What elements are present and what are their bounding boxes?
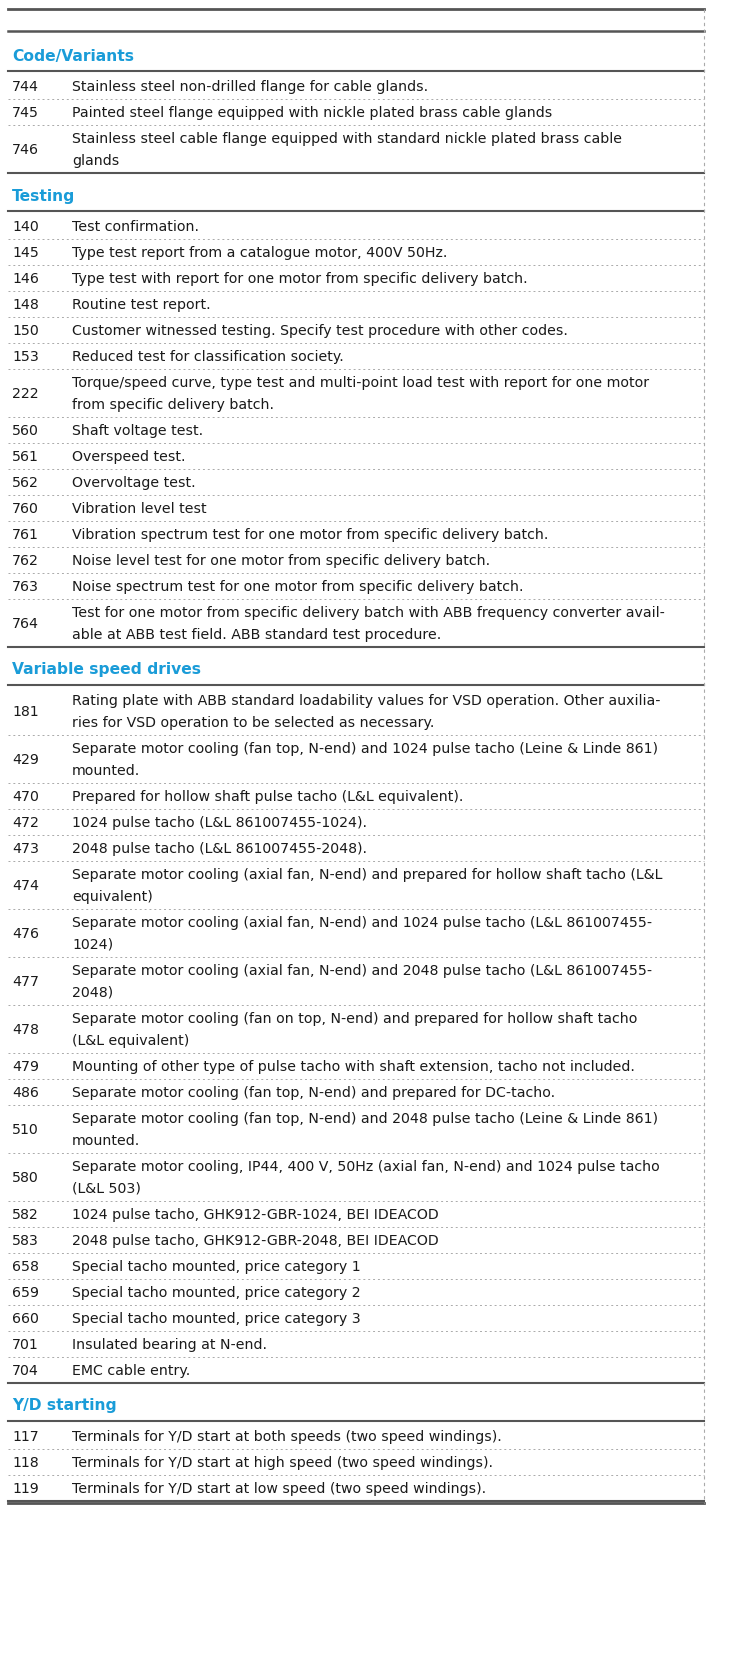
Text: (L&L 503): (L&L 503) [72, 1182, 141, 1195]
Text: 1024 pulse tacho, GHK912-GBR-1024, BEI IDEACOD: 1024 pulse tacho, GHK912-GBR-1024, BEI I… [72, 1206, 439, 1221]
Text: Overspeed test.: Overspeed test. [72, 450, 185, 463]
Text: 744: 744 [12, 79, 39, 94]
Text: 222: 222 [12, 387, 39, 401]
Text: 763: 763 [12, 579, 39, 594]
Text: 118: 118 [12, 1455, 39, 1470]
Text: Overvoltage test.: Overvoltage test. [72, 475, 196, 490]
Text: 583: 583 [12, 1233, 39, 1248]
Text: 473: 473 [12, 841, 39, 856]
Text: Customer witnessed testing. Specify test procedure with other codes.: Customer witnessed testing. Specify test… [72, 324, 568, 338]
Text: able at ABB test field. ABB standard test procedure.: able at ABB test field. ABB standard tes… [72, 627, 441, 642]
Text: Variable speed drives: Variable speed drives [12, 662, 201, 677]
Text: EMC cable entry.: EMC cable entry. [72, 1364, 190, 1377]
Text: 701: 701 [12, 1337, 39, 1350]
Text: 429: 429 [12, 753, 39, 766]
Text: 150: 150 [12, 324, 39, 338]
Text: 659: 659 [12, 1286, 39, 1299]
Text: 745: 745 [12, 106, 39, 119]
Text: Code/Variants: Code/Variants [12, 48, 134, 63]
Text: Insulated bearing at N-end.: Insulated bearing at N-end. [72, 1337, 267, 1350]
Text: Separate motor cooling (axial fan, N-end) and 2048 pulse tacho (L&L 861007455-: Separate motor cooling (axial fan, N-end… [72, 963, 652, 978]
Text: Separate motor cooling (axial fan, N-end) and prepared for hollow shaft tacho (L: Separate motor cooling (axial fan, N-end… [72, 867, 662, 882]
Text: 510: 510 [12, 1122, 39, 1137]
Text: 746: 746 [12, 142, 39, 157]
Text: Noise level test for one motor from specific delivery batch.: Noise level test for one motor from spec… [72, 554, 491, 568]
Text: Separate motor cooling (fan top, N-end) and prepared for DC-tacho.: Separate motor cooling (fan top, N-end) … [72, 1086, 555, 1099]
Text: 119: 119 [12, 1481, 39, 1494]
Text: 474: 474 [12, 879, 39, 892]
Text: Type test report from a catalogue motor, 400V 50Hz.: Type test report from a catalogue motor,… [72, 247, 447, 260]
Text: from specific delivery batch.: from specific delivery batch. [72, 397, 274, 412]
Text: 761: 761 [12, 528, 39, 541]
Text: ries for VSD operation to be selected as necessary.: ries for VSD operation to be selected as… [72, 715, 434, 730]
Text: glands: glands [72, 154, 119, 167]
Text: Torque/speed curve, type test and multi-point load test with report for one moto: Torque/speed curve, type test and multi-… [72, 376, 649, 391]
Text: 560: 560 [12, 424, 39, 437]
Text: mounted.: mounted. [72, 763, 140, 778]
Text: 2048 pulse tacho, GHK912-GBR-2048, BEI IDEACOD: 2048 pulse tacho, GHK912-GBR-2048, BEI I… [72, 1233, 439, 1248]
Text: Test for one motor from specific delivery batch with ABB frequency converter ava: Test for one motor from specific deliver… [72, 606, 664, 619]
Text: Painted steel flange equipped with nickle plated brass cable glands: Painted steel flange equipped with nickl… [72, 106, 552, 119]
Text: 153: 153 [12, 349, 39, 364]
Text: 760: 760 [12, 501, 39, 516]
Text: 582: 582 [12, 1206, 39, 1221]
Text: 470: 470 [12, 789, 39, 804]
Text: Mounting of other type of pulse tacho with shaft extension, tacho not included.: Mounting of other type of pulse tacho wi… [72, 1059, 634, 1074]
Text: Special tacho mounted, price category 1: Special tacho mounted, price category 1 [72, 1259, 361, 1273]
Text: Special tacho mounted, price category 2: Special tacho mounted, price category 2 [72, 1286, 361, 1299]
Text: 486: 486 [12, 1086, 39, 1099]
Text: 562: 562 [12, 475, 39, 490]
Text: 476: 476 [12, 927, 39, 940]
Text: 762: 762 [12, 554, 39, 568]
Text: Testing: Testing [12, 189, 75, 204]
Text: mounted.: mounted. [72, 1134, 140, 1147]
Text: Test confirmation.: Test confirmation. [72, 220, 199, 233]
Text: Separate motor cooling (fan top, N-end) and 2048 pulse tacho (Leine & Linde 861): Separate motor cooling (fan top, N-end) … [72, 1111, 658, 1125]
Text: Routine test report.: Routine test report. [72, 298, 211, 311]
Text: Special tacho mounted, price category 3: Special tacho mounted, price category 3 [72, 1311, 361, 1326]
Text: 2048): 2048) [72, 985, 113, 1000]
Text: Vibration level test: Vibration level test [72, 501, 207, 516]
Text: Separate motor cooling, IP44, 400 V, 50Hz (axial fan, N-end) and 1024 pulse tach: Separate motor cooling, IP44, 400 V, 50H… [72, 1158, 660, 1173]
Text: Rating plate with ABB standard loadability values for VSD operation. Other auxil: Rating plate with ABB standard loadabili… [72, 693, 661, 708]
Text: 704: 704 [12, 1364, 39, 1377]
Text: Reduced test for classification society.: Reduced test for classification society. [72, 349, 344, 364]
Text: 1024 pulse tacho (L&L 861007455-1024).: 1024 pulse tacho (L&L 861007455-1024). [72, 816, 367, 829]
Text: Prepared for hollow shaft pulse tacho (L&L equivalent).: Prepared for hollow shaft pulse tacho (L… [72, 789, 464, 804]
Text: Separate motor cooling (fan top, N-end) and 1024 pulse tacho (Leine & Linde 861): Separate motor cooling (fan top, N-end) … [72, 741, 658, 756]
Text: 117: 117 [12, 1430, 39, 1443]
Text: 478: 478 [12, 1023, 39, 1036]
Text: (L&L equivalent): (L&L equivalent) [72, 1033, 189, 1048]
Text: Y/D starting: Y/D starting [12, 1398, 117, 1413]
Text: 479: 479 [12, 1059, 39, 1074]
Text: 140: 140 [12, 220, 39, 233]
Text: 181: 181 [12, 705, 39, 718]
Text: 561: 561 [12, 450, 39, 463]
Text: Type test with report for one motor from specific delivery batch.: Type test with report for one motor from… [72, 271, 528, 286]
Text: Noise spectrum test for one motor from specific delivery batch.: Noise spectrum test for one motor from s… [72, 579, 524, 594]
Text: 660: 660 [12, 1311, 39, 1326]
Text: 2048 pulse tacho (L&L 861007455-2048).: 2048 pulse tacho (L&L 861007455-2048). [72, 841, 367, 856]
Text: Separate motor cooling (axial fan, N-end) and 1024 pulse tacho (L&L 861007455-: Separate motor cooling (axial fan, N-end… [72, 915, 652, 930]
Text: Stainless steel cable flange equipped with standard nickle plated brass cable: Stainless steel cable flange equipped wi… [72, 132, 622, 146]
Text: 148: 148 [12, 298, 39, 311]
Text: 472: 472 [12, 816, 39, 829]
Text: 580: 580 [12, 1170, 39, 1185]
Text: Vibration spectrum test for one motor from specific delivery batch.: Vibration spectrum test for one motor fr… [72, 528, 548, 541]
Text: 477: 477 [12, 975, 39, 988]
Text: equivalent): equivalent) [72, 889, 153, 904]
Text: 764: 764 [12, 617, 39, 631]
Text: Terminals for Y/D start at low speed (two speed windings).: Terminals for Y/D start at low speed (tw… [72, 1481, 486, 1494]
Text: Terminals for Y/D start at high speed (two speed windings).: Terminals for Y/D start at high speed (t… [72, 1455, 493, 1470]
Text: Stainless steel non-drilled flange for cable glands.: Stainless steel non-drilled flange for c… [72, 79, 428, 94]
Text: 1024): 1024) [72, 937, 113, 952]
Text: Separate motor cooling (fan on top, N-end) and prepared for hollow shaft tacho: Separate motor cooling (fan on top, N-en… [72, 1011, 638, 1026]
Text: Terminals for Y/D start at both speeds (two speed windings).: Terminals for Y/D start at both speeds (… [72, 1430, 502, 1443]
Text: Shaft voltage test.: Shaft voltage test. [72, 424, 203, 437]
Text: 658: 658 [12, 1259, 39, 1273]
Text: 146: 146 [12, 271, 39, 286]
Text: 145: 145 [12, 247, 39, 260]
